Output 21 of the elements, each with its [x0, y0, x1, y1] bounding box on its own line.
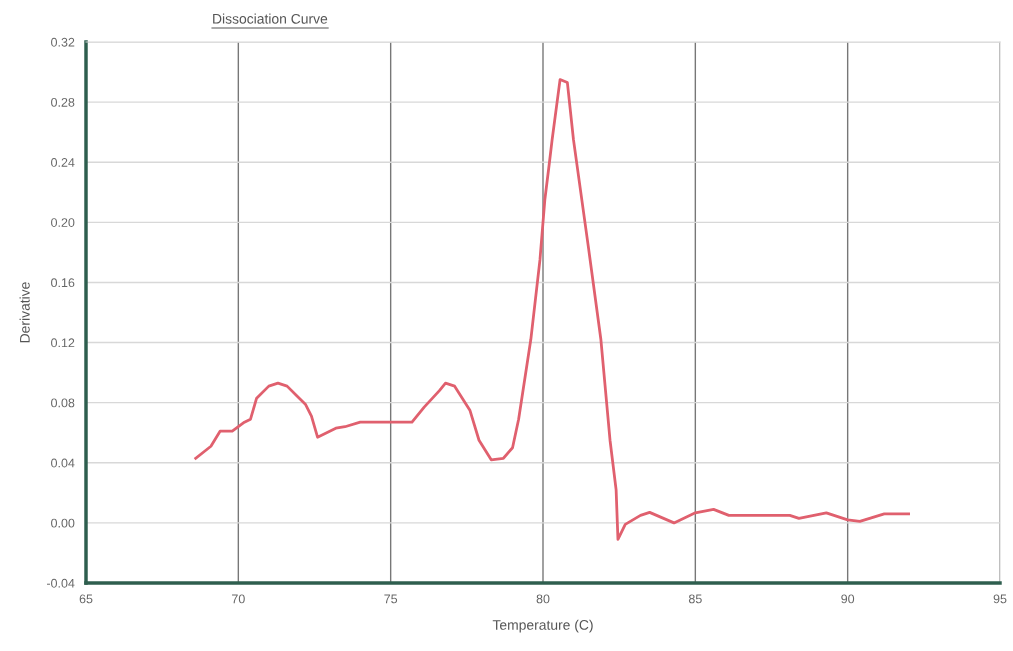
- x-axis-title: Temperature (C): [492, 619, 593, 633]
- line-series: [194, 78, 910, 541]
- x-tick-label: 75: [384, 594, 398, 604]
- y-tick-label: 0.32: [51, 37, 75, 47]
- y-axis-title: Derivative: [19, 282, 30, 343]
- y-tick-label: -0.04: [46, 578, 75, 588]
- x-tick-label: 85: [688, 594, 702, 604]
- y-tick-label: 0.00: [51, 518, 75, 528]
- x-tick-label: 95: [993, 594, 1007, 604]
- x-tick-label: 90: [841, 594, 855, 604]
- x-tick-label: 70: [232, 594, 245, 604]
- y-tick-label: 0.04: [51, 458, 75, 468]
- y-tick-label: 0.08: [51, 398, 75, 408]
- y-tick-label: 0.28: [51, 97, 75, 107]
- y-tick-label: 0.16: [51, 278, 75, 288]
- y-tick-label: 0.12: [51, 338, 75, 348]
- chart-title: Dissociation Curve: [213, 13, 328, 24]
- y-tick-label: 0.24: [51, 158, 75, 167]
- x-tick-label: 65: [79, 594, 93, 604]
- x-tick-label: 80: [536, 594, 550, 604]
- y-tick-label: 0.20: [51, 218, 75, 227]
